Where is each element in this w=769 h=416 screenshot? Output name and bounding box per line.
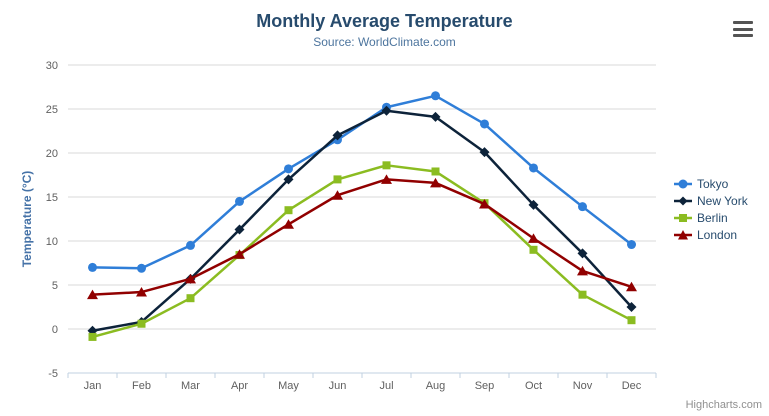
data-point-berlin-dec[interactable] — [627, 316, 636, 325]
square-series-marker-icon — [674, 213, 692, 222]
data-point-london-feb[interactable] — [136, 287, 147, 297]
triangle-series-marker-icon — [674, 229, 692, 239]
legend-label: London — [697, 227, 738, 242]
data-point-new-york-sep[interactable] — [479, 147, 490, 158]
data-point-berlin-oct[interactable] — [529, 245, 538, 254]
data-point-tokyo-may[interactable] — [284, 164, 293, 174]
data-point-tokyo-sep[interactable] — [480, 119, 489, 129]
x-axis-tick-label: May — [278, 380, 299, 392]
data-point-new-york-apr[interactable] — [234, 224, 245, 235]
y-axis-tick-label: 5 — [52, 280, 58, 292]
data-point-berlin-may[interactable] — [284, 206, 293, 215]
hamburger-icon — [733, 34, 753, 37]
data-point-tokyo-feb[interactable] — [137, 263, 146, 273]
x-axis-tick-label: Oct — [525, 380, 542, 392]
legend-item-berlin[interactable]: Berlin — [674, 210, 748, 225]
legend-label: Berlin — [697, 210, 728, 225]
data-point-berlin-feb[interactable] — [137, 319, 146, 328]
export-menu-button[interactable] — [733, 21, 753, 37]
data-point-tokyo-oct[interactable] — [529, 163, 538, 173]
data-point-tokyo-apr[interactable] — [235, 196, 244, 206]
legend-item-new-york[interactable]: New York — [674, 193, 748, 208]
data-point-london-may[interactable] — [283, 219, 294, 229]
data-point-london-jun[interactable] — [332, 190, 343, 200]
data-point-london-jan[interactable] — [87, 289, 98, 300]
series-line-london[interactable] — [91, 178, 633, 296]
x-axis-tick-label: Feb — [132, 380, 151, 392]
data-point-tokyo-aug[interactable] — [431, 91, 440, 101]
y-axis-tick-label: 10 — [46, 236, 58, 248]
data-point-new-york-nov[interactable] — [577, 248, 588, 259]
data-point-london-sep[interactable] — [479, 199, 490, 209]
data-point-london-aug[interactable] — [430, 177, 441, 188]
x-axis-tick-label: Jan — [84, 380, 102, 392]
x-axis-tick-label: Jun — [329, 380, 347, 392]
hamburger-icon — [733, 27, 753, 31]
y-axis-tick-label: -5 — [48, 368, 58, 380]
data-point-berlin-jun[interactable] — [333, 175, 342, 184]
data-point-berlin-nov[interactable] — [578, 290, 587, 299]
data-point-new-york-jul[interactable] — [381, 105, 392, 116]
x-axis-tick-label: Mar — [181, 380, 200, 392]
data-point-tokyo-dec[interactable] — [627, 240, 636, 250]
y-axis-tick-label: 20 — [46, 148, 58, 160]
hamburger-icon — [733, 21, 753, 24]
series-line-new-york[interactable] — [91, 109, 633, 333]
data-point-new-york-jun[interactable] — [332, 130, 343, 141]
highcharts-credit-link[interactable]: Highcharts.com — [685, 399, 762, 411]
chart-subtitle: Source: WorldClimate.com — [313, 35, 456, 49]
data-point-berlin-jul[interactable] — [382, 161, 391, 170]
data-point-london-oct[interactable] — [528, 233, 539, 243]
legend-label: New York — [697, 193, 748, 208]
data-point-new-york-oct[interactable] — [528, 199, 539, 210]
data-point-new-york-may[interactable] — [283, 174, 294, 185]
legend-label: Tokyo — [697, 176, 729, 191]
data-point-london-apr[interactable] — [234, 249, 245, 259]
y-axis-title: Temperature (°C) — [20, 170, 34, 268]
x-axis-tick-label: Dec — [622, 380, 642, 392]
diamond-series-marker-icon — [674, 196, 692, 205]
x-axis-tick-label: Nov — [573, 380, 593, 392]
x-axis-tick-label: Aug — [426, 380, 446, 392]
data-point-new-york-aug[interactable] — [430, 111, 441, 122]
x-axis-tick-label: Jul — [379, 380, 393, 392]
x-axis-tick-label: Apr — [231, 380, 248, 392]
data-point-london-nov[interactable] — [577, 265, 588, 276]
series-line-tokyo[interactable] — [91, 94, 633, 270]
y-axis-tick-label: 15 — [46, 192, 58, 204]
data-point-london-mar[interactable] — [185, 273, 196, 284]
data-point-tokyo-jan[interactable] — [88, 262, 97, 272]
chart-title: Monthly Average Temperature — [256, 11, 513, 31]
legend: Tokyo New York Berlin London — [674, 176, 748, 242]
data-point-tokyo-mar[interactable] — [186, 240, 195, 250]
circle-series-marker-icon — [674, 179, 692, 188]
data-point-london-jul[interactable] — [381, 174, 392, 184]
x-axis-tick-label: Sep — [475, 380, 495, 392]
data-point-london-dec[interactable] — [626, 281, 637, 292]
y-axis-tick-label: 30 — [46, 60, 58, 72]
legend-item-london[interactable]: London — [674, 227, 748, 242]
data-point-berlin-jan[interactable] — [88, 332, 97, 341]
data-point-tokyo-nov[interactable] — [578, 202, 587, 212]
y-axis-tick-label: 25 — [46, 104, 58, 116]
series-line-berlin[interactable] — [91, 164, 633, 339]
data-point-berlin-aug[interactable] — [431, 167, 440, 176]
y-axis-tick-label: 0 — [52, 324, 58, 336]
data-point-berlin-mar[interactable] — [186, 294, 195, 303]
data-point-new-york-dec[interactable] — [626, 302, 637, 312]
legend-item-tokyo[interactable]: Tokyo — [674, 176, 748, 191]
